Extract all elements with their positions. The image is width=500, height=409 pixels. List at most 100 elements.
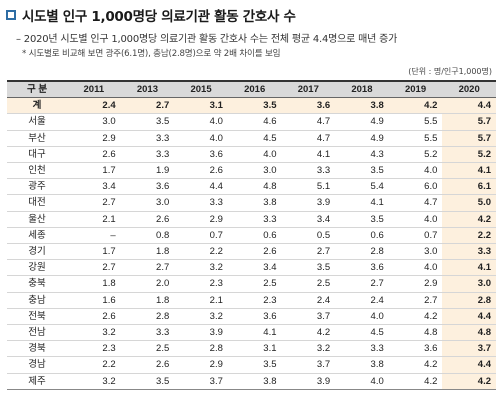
value-cell: 4.0 (335, 373, 389, 390)
value-cell: 2.6 (67, 146, 121, 164)
value-cell: 4.0 (174, 113, 228, 131)
value-cell: 3.3 (335, 340, 389, 358)
value-cell: 3.7 (281, 308, 336, 326)
value-cell: 4.7 (388, 194, 443, 212)
value-cell: 2.3 (174, 275, 228, 293)
value-cell: 2.8 (120, 308, 175, 326)
subtitle: – 2020년 시도별 인구 1,000명당 의료기관 활동 간호사 수는 전체… (16, 34, 398, 45)
value-cell: 3.9 (281, 194, 336, 212)
value-cell: 2.9 (174, 211, 228, 228)
value-cell: 4.4 (442, 356, 496, 374)
region-cell: 경기 (7, 243, 67, 261)
value-cell: 5.7 (442, 113, 496, 131)
value-cell: 3.5 (335, 162, 389, 180)
value-cell: 3.3 (120, 146, 175, 164)
region-cell: 충남 (7, 292, 67, 309)
value-cell: 5.0 (442, 194, 496, 212)
value-cell: 4.7 (281, 113, 336, 131)
value-cell: 3.1 (174, 97, 228, 115)
table-row: 대구 2.6 3.3 3.6 4.0 4.1 4.3 5.2 5.2 (7, 146, 496, 164)
value-cell: 4.9 (335, 130, 389, 147)
value-cell: 4.0 (227, 146, 282, 164)
value-cell: 3.6 (388, 340, 443, 358)
value-cell: 3.2 (281, 340, 336, 358)
value-cell: 4.4 (442, 308, 496, 326)
value-cell: 2.2 (174, 243, 228, 261)
square-bullet-icon (6, 10, 16, 20)
region-cell: 제주 (7, 373, 67, 390)
note: * 시도별로 비교해 보면 광주(6.1명), 충남(2.8명)으로 약 2배 … (22, 49, 281, 59)
value-cell: 2.9 (388, 275, 443, 293)
table-row: 울산 2.1 2.6 2.9 3.3 3.4 3.5 4.0 4.2 (7, 211, 496, 228)
value-cell: – (67, 227, 121, 245)
header-year: 2013 (120, 80, 175, 99)
value-cell: 3.7 (442, 340, 496, 358)
value-cell: 3.7 (281, 356, 336, 374)
value-cell: 5.5 (388, 113, 443, 131)
value-cell: 2.7 (67, 259, 121, 277)
value-cell: 3.0 (442, 275, 496, 293)
value-cell: 4.1 (442, 259, 496, 277)
table-row-total: 계 2.4 2.7 3.1 3.5 3.6 3.8 4.2 4.4 (7, 97, 496, 115)
value-cell: 0.5 (281, 227, 336, 245)
region-cell: 부산 (7, 130, 67, 147)
value-cell: 3.6 (120, 178, 175, 196)
value-cell: 3.8 (335, 97, 389, 115)
value-cell: 3.0 (227, 162, 282, 180)
value-cell: 2.7 (388, 292, 443, 309)
value-cell: 3.5 (281, 259, 336, 277)
value-cell: 2.9 (67, 130, 121, 147)
value-cell: 2.7 (120, 259, 175, 277)
value-cell: 4.2 (281, 324, 336, 342)
value-cell: 3.2 (174, 308, 228, 326)
value-cell: 5.7 (442, 130, 496, 147)
value-cell: 2.4 (335, 292, 389, 309)
value-cell: 3.4 (67, 178, 121, 196)
value-cell: 0.6 (227, 227, 282, 245)
title-row: 시도별 인구 1,000명당 의료기관 활동 간호사 수 (6, 6, 296, 25)
value-cell: 4.5 (335, 324, 389, 342)
value-cell: 2.4 (67, 97, 121, 115)
table-row: 경북 2.3 2.5 2.8 3.1 3.2 3.3 3.6 3.7 (7, 340, 496, 358)
value-cell: 2.8 (442, 292, 496, 309)
unit-label: (단위 : 명/인구1,000명) (408, 67, 492, 76)
region-cell: 인천 (7, 162, 67, 180)
value-cell: 3.2 (67, 373, 121, 390)
region-cell: 광주 (7, 178, 67, 196)
value-cell: 2.6 (120, 356, 175, 374)
value-cell: 1.8 (120, 292, 175, 309)
value-cell: 2.0 (120, 275, 175, 293)
table-body: 계 2.4 2.7 3.1 3.5 3.6 3.8 4.2 4.4 서울 3.0 3.5 4.0 4.6 4… (7, 97, 496, 390)
header-year: 2020 (442, 80, 496, 99)
region-cell: 대전 (7, 194, 67, 212)
value-cell: 4.0 (388, 162, 443, 180)
value-cell: 2.7 (67, 194, 121, 212)
value-cell: 3.8 (227, 373, 282, 390)
value-cell: 1.8 (120, 243, 175, 261)
value-cell: 2.7 (120, 97, 175, 115)
value-cell: 5.2 (442, 146, 496, 164)
value-cell: 3.9 (281, 373, 336, 390)
table-header-row: 구 분 2011 2013 2015 2016 2017 2018 2019 2… (7, 80, 496, 99)
header-year: 2018 (335, 80, 389, 99)
value-cell: 1.7 (67, 243, 121, 261)
header-year: 2019 (388, 80, 443, 99)
value-cell: 3.5 (227, 356, 282, 374)
value-cell: 3.6 (281, 97, 336, 115)
value-cell: 2.5 (281, 275, 336, 293)
value-cell: 4.2 (388, 356, 443, 374)
region-cell: 울산 (7, 211, 67, 228)
value-cell: 2.6 (67, 308, 121, 326)
value-cell: 2.1 (174, 292, 228, 309)
value-cell: 2.4 (281, 292, 336, 309)
table-row: 광주 3.4 3.6 4.4 4.8 5.1 5.4 6.0 6.1 (7, 178, 496, 196)
value-cell: 3.4 (227, 259, 282, 277)
value-cell: 3.1 (227, 340, 282, 358)
value-cell: 2.1 (67, 211, 121, 228)
table-row: 전남 3.2 3.3 3.9 4.1 4.2 4.5 4.8 4.8 (7, 324, 496, 342)
table-row: 경기 1.7 1.8 2.2 2.6 2.7 2.8 3.0 3.3 (7, 243, 496, 261)
value-cell: 1.8 (67, 275, 121, 293)
table-row: 부산 2.9 3.3 4.0 4.5 4.7 4.9 5.5 5.7 (7, 130, 496, 147)
value-cell: 4.1 (442, 162, 496, 180)
value-cell: 2.5 (227, 275, 282, 293)
